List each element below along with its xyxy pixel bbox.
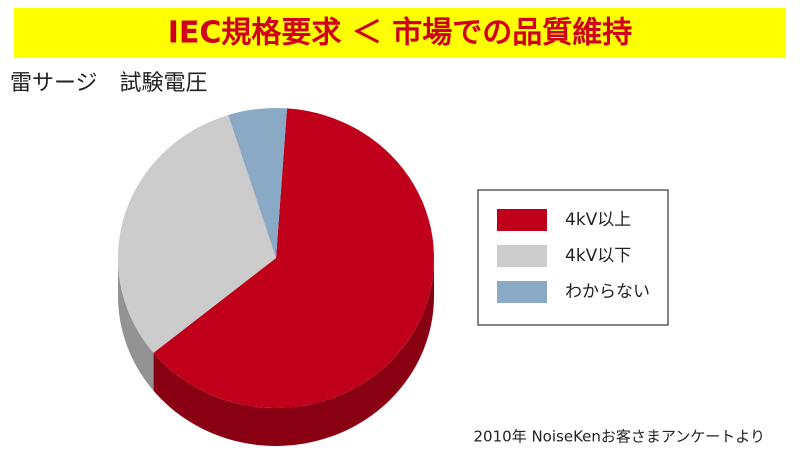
title-bar (14, 8, 786, 58)
footnote: 2010年 NoiseKenお客さまアンケートより (474, 428, 765, 446)
legend-label: 4kV以下 (565, 246, 631, 266)
pie (118, 108, 434, 447)
slice (228, 108, 288, 258)
legend-swatch (497, 209, 547, 231)
slice (153, 108, 434, 409)
legend-swatch (497, 281, 547, 303)
chart-subtitle: 雷サージ 試験電圧 (10, 71, 208, 96)
chart-title: IEC規格要求 ＜ 市場での品質維持 (168, 16, 633, 51)
slice (118, 115, 277, 353)
slice-side (118, 258, 154, 391)
legend-label: わからない (565, 282, 650, 302)
legend-swatch (497, 245, 547, 267)
legend-label: 4kV以上 (565, 210, 631, 230)
slice-side (153, 258, 434, 447)
